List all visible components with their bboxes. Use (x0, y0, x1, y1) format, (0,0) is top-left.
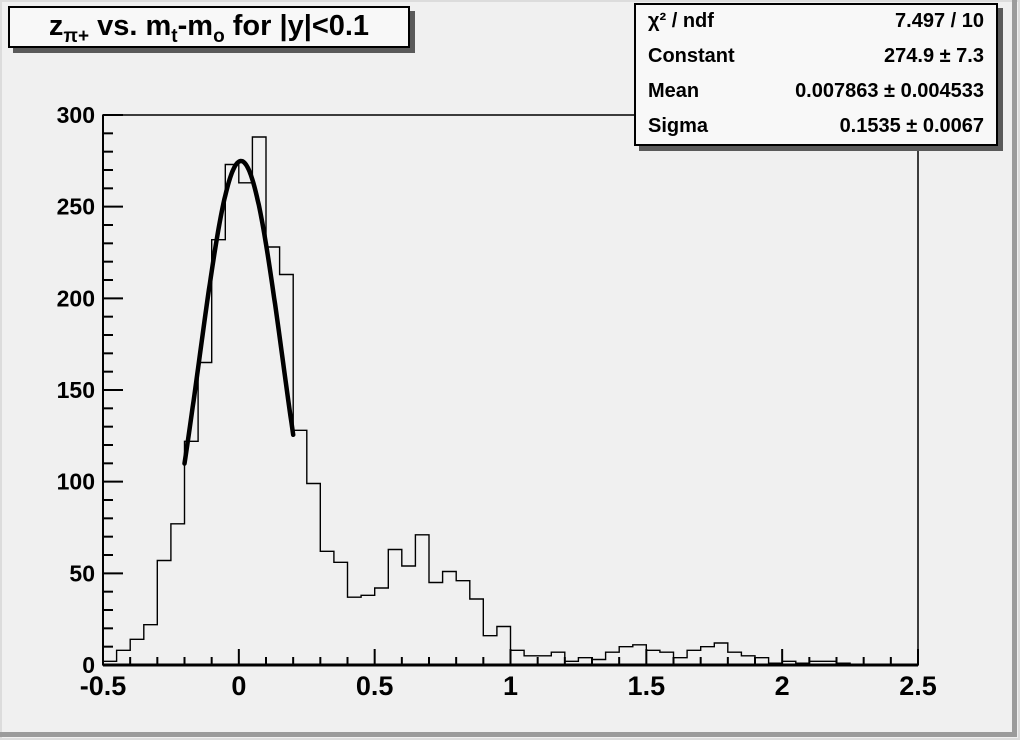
y-tick-label: 150 (57, 377, 95, 403)
stats-row-value: 274.9 ± 7.3 (884, 45, 984, 67)
x-tick-label: 1 (503, 671, 518, 701)
title-subscript: o (213, 26, 225, 47)
title-text: for |y|<0.1 (224, 10, 370, 42)
y-tick-label: 250 (57, 194, 95, 220)
y-tick-label: 100 (57, 469, 95, 495)
stats-row-value: 7.497 / 10 (895, 10, 984, 32)
y-tick-label: 50 (69, 560, 95, 586)
y-tick-label: 0 (82, 652, 95, 678)
title-subscript: π+ (63, 26, 90, 47)
x-tick-label: -0.5 (80, 671, 127, 701)
title-text: z (48, 10, 64, 42)
title-text: vs. m (89, 10, 172, 42)
stats-row: Mean 0.007863 ± 0.004533 (648, 80, 984, 103)
title-box: zπ+ vs. mt-mo for |y|<0.1 (8, 6, 410, 48)
stats-box: χ² / ndf 7.497 / 10 Constant 274.9 ± 7.3 Mea… (634, 3, 998, 146)
stats-row-label: Mean (648, 80, 700, 102)
x-tick-label: 0.5 (356, 671, 394, 701)
stats-row-label: χ² / ndf (648, 10, 714, 32)
stats-row-label: Sigma (648, 115, 709, 137)
x-tick-label: 2.5 (899, 671, 937, 701)
y-tick-label: 200 (57, 285, 95, 311)
stats-row: Sigma 0.1535 ± 0.0067 (648, 115, 984, 138)
stats-row: χ² / ndf 7.497 / 10 (648, 10, 984, 33)
y-tick-label: 300 (57, 102, 95, 128)
title-text: -m (177, 10, 214, 42)
stats-row-label: Constant (648, 45, 735, 67)
x-tick-label: 1.5 (628, 671, 666, 701)
stats-row: Constant 274.9 ± 7.3 (648, 45, 984, 68)
title-subscript: t (171, 26, 178, 47)
stats-row-value: 0.007863 ± 0.004533 (795, 80, 984, 102)
x-tick-label: 0 (231, 671, 246, 701)
histogram-line (102, 136, 918, 666)
stats-row-value: 0.1535 ± 0.0067 (839, 115, 984, 137)
gaussian-fit-curve (182, 158, 296, 466)
x-tick-label: 2 (775, 671, 790, 701)
